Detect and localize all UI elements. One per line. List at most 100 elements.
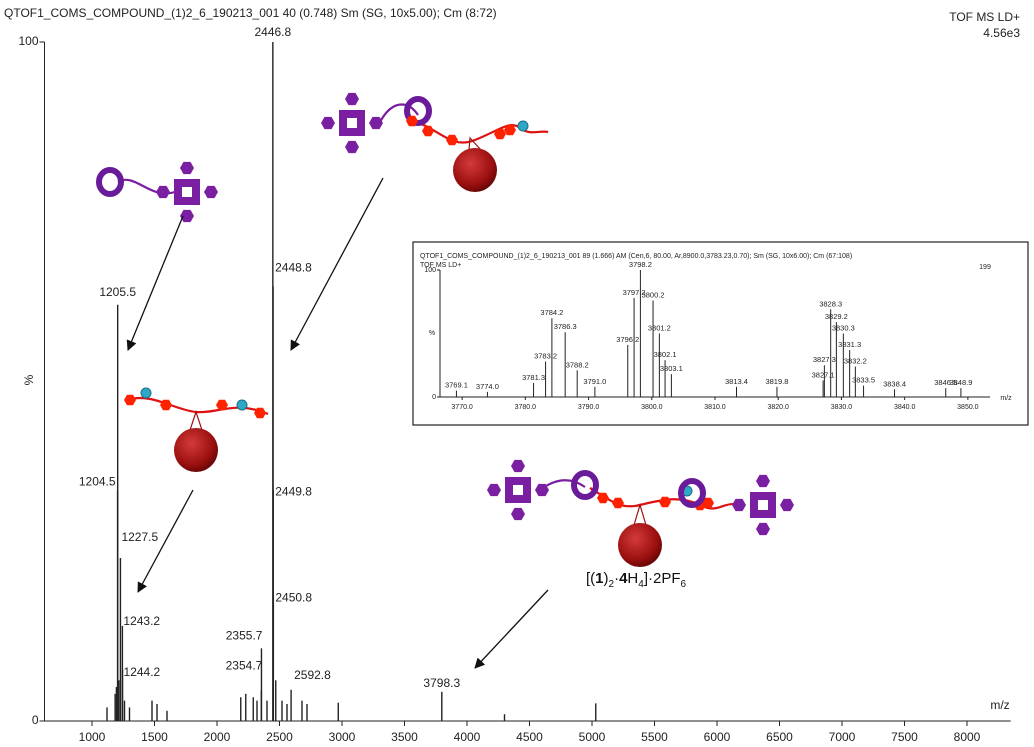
x-tick-label: 6000 xyxy=(704,730,731,744)
hexagon xyxy=(180,210,194,222)
peak-label: 3774.0 xyxy=(476,382,499,391)
hexagon xyxy=(732,499,746,511)
peak-label: 1227.5 xyxy=(121,530,158,544)
peak-label: 3784.2 xyxy=(540,308,563,317)
hexagon xyxy=(204,186,218,198)
peak-label: 1244.2 xyxy=(124,665,161,679)
hexagon xyxy=(487,484,501,496)
peak-label: 3828.3 xyxy=(819,299,842,308)
peak-label: 3833.5 xyxy=(852,376,875,385)
peak-label: 3801.2 xyxy=(648,323,671,332)
station xyxy=(518,121,528,131)
arrow xyxy=(475,590,548,668)
x-tick-label: 3790.0 xyxy=(578,404,600,411)
peak-label: 3786.3 xyxy=(554,322,577,331)
hexagon xyxy=(124,395,136,405)
x-tick-label: 3830.0 xyxy=(831,404,853,411)
peak-label: 3832.2 xyxy=(844,357,867,366)
hexagon xyxy=(345,141,359,153)
peak-label: 2448.8 xyxy=(275,261,312,275)
peak-label: 3819.8 xyxy=(765,377,788,386)
stopper-core xyxy=(182,187,192,197)
formula-part: H xyxy=(627,570,638,587)
peak-label: 3827.3 xyxy=(813,355,836,364)
peak-label: 1204.5 xyxy=(79,474,116,488)
station xyxy=(141,388,151,398)
main-title: QTOF1_COMS_COMPOUND_(1)2_6_190213_001 40… xyxy=(4,6,497,20)
ball xyxy=(174,428,218,472)
peak-label: 2355.7 xyxy=(226,629,263,643)
y-tick-label: 100 xyxy=(18,34,38,48)
peak-label: 2449.8 xyxy=(275,484,312,498)
inset-y-label: % xyxy=(429,330,435,337)
formula-part: 6 xyxy=(681,579,687,590)
peak-label: 1243.2 xyxy=(123,614,160,628)
x-axis-label: m/z xyxy=(990,698,1009,712)
inset-frame xyxy=(413,242,1028,425)
y-tick-label: 100 xyxy=(424,267,436,274)
hexagon xyxy=(321,117,335,129)
peak-label: 3791.0 xyxy=(583,377,606,386)
macrocycle xyxy=(99,170,121,194)
formula: [(1)2·4H4]·2PF6 xyxy=(586,570,686,590)
peak-label: 3831.3 xyxy=(838,340,861,349)
y-axis-label: % xyxy=(22,374,36,385)
hexagon xyxy=(756,523,770,535)
peak-label: 3830.3 xyxy=(832,323,855,332)
chart: QTOF1_COMS_COMPOUND_(1)2_6_190213_001 40… xyxy=(0,0,1034,747)
x-tick-label: 4000 xyxy=(454,730,481,744)
peak-label: 3848.9 xyxy=(949,378,972,387)
page: {"chart_data": [ {"type": "spectrum", "t… xyxy=(0,0,1034,747)
x-tick-label: 3850.0 xyxy=(957,404,979,411)
peak-label: 3803.1 xyxy=(660,364,683,373)
y-tick-label: 0 xyxy=(32,713,39,727)
hexagon xyxy=(345,93,359,105)
x-tick-label: 7000 xyxy=(829,730,856,744)
x-tick-label: 3840.0 xyxy=(894,404,916,411)
hexagon xyxy=(180,162,194,174)
peak-label: 3813.4 xyxy=(725,377,748,386)
x-tick-label: 1000 xyxy=(79,730,106,744)
peak-label: 2446.8 xyxy=(254,25,291,39)
x-tick-label: 1500 xyxy=(141,730,168,744)
linker xyxy=(634,505,646,525)
hexagon xyxy=(511,460,525,472)
linker xyxy=(190,412,202,430)
stopper-core xyxy=(513,485,523,495)
peak-label: 2592.8 xyxy=(294,668,331,682)
macrocycle xyxy=(574,473,596,497)
inset-intensity: 199 xyxy=(979,264,991,271)
hexagon xyxy=(422,126,434,136)
formula-part: ]·2PF xyxy=(644,570,681,587)
x-tick-label: 2500 xyxy=(266,730,293,744)
peak-label: 2450.8 xyxy=(275,591,312,605)
peak-label: 3798.3 xyxy=(423,676,460,690)
x-tick-label: 4500 xyxy=(516,730,543,744)
hexagon xyxy=(511,508,525,520)
inset-title: QTOF1_COMS_COMPOUND_(1)2_6_190213_001 89… xyxy=(420,253,852,260)
formula-part: 1 xyxy=(595,570,603,587)
peak-label: 3802.1 xyxy=(654,350,677,359)
x-tick-label: 8000 xyxy=(954,730,981,744)
hexagon xyxy=(612,498,624,508)
peak-label: 1205.5 xyxy=(99,285,136,299)
main-intensity: 4.56e3 xyxy=(983,26,1020,40)
ball xyxy=(453,148,497,192)
peak-label: 3829.2 xyxy=(825,312,848,321)
peak-label: 3800.2 xyxy=(642,290,665,299)
formula-part: [( xyxy=(586,570,595,587)
x-tick-label: 5500 xyxy=(641,730,668,744)
hexagon xyxy=(446,135,458,145)
x-tick-label: 3810.0 xyxy=(704,404,726,411)
hexagon xyxy=(756,475,770,487)
peak-label: 3788.2 xyxy=(566,360,589,369)
hexagon xyxy=(156,186,170,198)
peak-label: 3838.4 xyxy=(883,379,906,388)
arrow xyxy=(128,216,183,350)
x-tick-label: 6500 xyxy=(766,730,793,744)
stopper-core xyxy=(758,500,768,510)
peak-label: 3796.2 xyxy=(616,335,639,344)
hexagon xyxy=(780,499,794,511)
y-tick-label: 0 xyxy=(432,394,436,401)
x-tick-label: 5000 xyxy=(579,730,606,744)
